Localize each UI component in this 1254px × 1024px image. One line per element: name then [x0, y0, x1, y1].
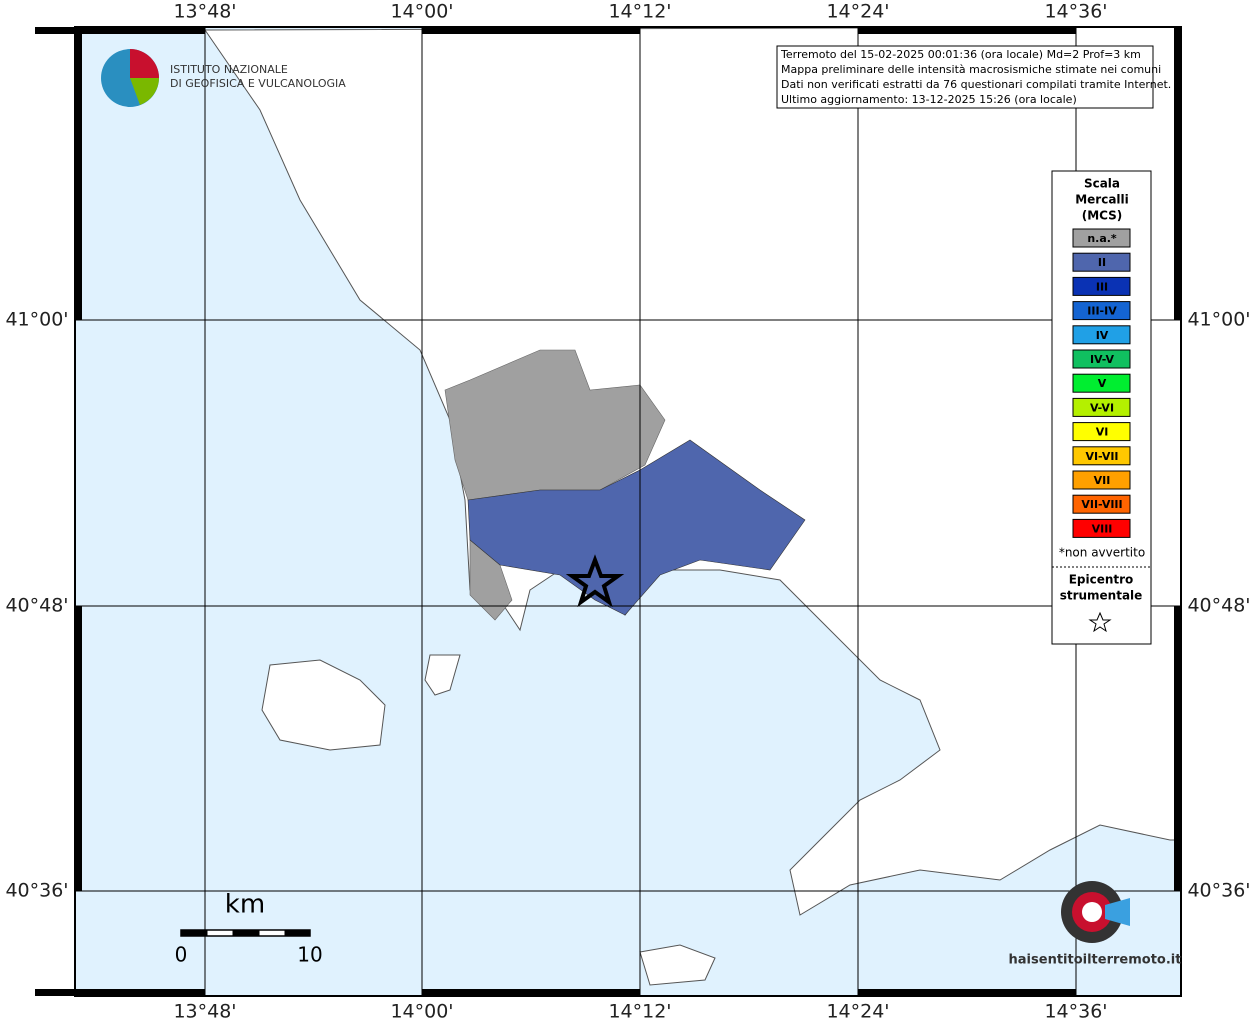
legend-swatch	[1072, 494, 1131, 514]
legend-label: VII	[1094, 474, 1111, 487]
legend-title: (MCS)	[1082, 209, 1123, 223]
legend-label: V	[1098, 377, 1107, 390]
legend-swatch	[1072, 349, 1131, 369]
island	[424, 654, 461, 696]
legend-swatch	[1072, 397, 1131, 417]
scale-bar	[180, 929, 311, 937]
lon-label: 14°24'	[826, 1001, 889, 1023]
legend-label: IV-V	[1090, 353, 1115, 366]
lon-label: 14°12'	[608, 1, 671, 23]
legend-label: n.a.*	[1087, 232, 1117, 245]
legend-star	[1088, 611, 1112, 633]
legend-label: III-IV	[1087, 305, 1117, 318]
info-line: Dati non verificati estratti da 76 quest…	[781, 78, 1171, 91]
lon-label: 14°36'	[1044, 1001, 1107, 1023]
info-box	[776, 45, 1154, 109]
legend-label: VIII	[1092, 522, 1113, 535]
island	[261, 659, 386, 751]
info-line: Terremoto del 15-02-2025 00:01:36 (ora l…	[780, 48, 1141, 61]
legend-swatch	[1072, 422, 1131, 442]
logo-text: DI GEOFISICA E VULCANOLOGIA	[170, 77, 346, 90]
scale-unit: km	[225, 890, 265, 920]
lon-label: 13°48'	[173, 1001, 236, 1023]
frame-bar	[35, 989, 205, 996]
lat-label: 41°00'	[1187, 309, 1250, 331]
legend-swatch	[1072, 276, 1131, 296]
watermark-text: haisentitoilterremoto.it	[1009, 953, 1182, 968]
legend-swatch	[1072, 446, 1131, 466]
legend-swatch	[1072, 518, 1131, 538]
scale-label: 10	[297, 943, 322, 967]
lon-label: 14°12'	[608, 1001, 671, 1023]
legend-epicenter: strumentale	[1060, 589, 1143, 603]
legend-label: II	[1098, 256, 1106, 269]
legend-swatch	[1072, 228, 1131, 248]
legend-swatch	[1072, 325, 1131, 345]
lon-label: 14°00'	[390, 1, 453, 23]
info-line: Ultimo aggiornamento: 13-12-2025 15:26 (…	[781, 93, 1077, 106]
frame-bar	[1174, 27, 1181, 320]
legend-label: V-VI	[1090, 401, 1114, 414]
inst-logo	[101, 49, 159, 107]
legend-label: VII-VIII	[1081, 498, 1122, 511]
frame-bar	[858, 989, 1076, 996]
legend-epicenter: Epicentro	[1069, 573, 1134, 587]
watermark-logo	[1061, 881, 1130, 943]
legend-note: *non avvertito	[1059, 546, 1145, 560]
lat-label: 40°48'	[5, 595, 68, 617]
legend-label: III	[1096, 280, 1108, 293]
legend-swatch	[1072, 470, 1131, 490]
lon-label: 14°24'	[826, 1, 889, 23]
lat-label: 40°36'	[1187, 880, 1250, 902]
legend-swatch	[1072, 373, 1131, 393]
frame-bar	[75, 27, 82, 320]
legend-title: Mercalli	[1075, 193, 1129, 207]
epicenter-star	[565, 554, 625, 608]
lon-label: 14°36'	[1044, 1, 1107, 23]
frame-bar	[35, 27, 205, 34]
frame-bar	[422, 27, 640, 34]
lon-label: 13°48'	[173, 1, 236, 23]
lon-label: 14°00'	[390, 1001, 453, 1023]
region-ii	[467, 439, 806, 616]
scale-label: 0	[175, 943, 188, 967]
frame-bar	[422, 989, 640, 996]
lat-label: 41°00'	[5, 309, 68, 331]
legend-swatch	[1072, 301, 1131, 321]
frame-bar	[1174, 606, 1181, 891]
info-line: Mappa preliminare delle intensità macros…	[781, 63, 1161, 76]
lat-label: 40°48'	[1187, 595, 1250, 617]
logo-text: ISTITUTO NAZIONALE	[170, 63, 288, 76]
frame-bar	[75, 606, 82, 891]
legend-label: IV	[1096, 329, 1109, 342]
legend-title: Scala	[1084, 177, 1120, 191]
legend-label: VI-VII	[1085, 450, 1118, 463]
lat-label: 40°36'	[5, 880, 68, 902]
legend-label: VI	[1096, 426, 1109, 439]
legend-swatch	[1072, 252, 1131, 272]
island	[639, 944, 716, 986]
frame-bar	[858, 27, 1076, 34]
